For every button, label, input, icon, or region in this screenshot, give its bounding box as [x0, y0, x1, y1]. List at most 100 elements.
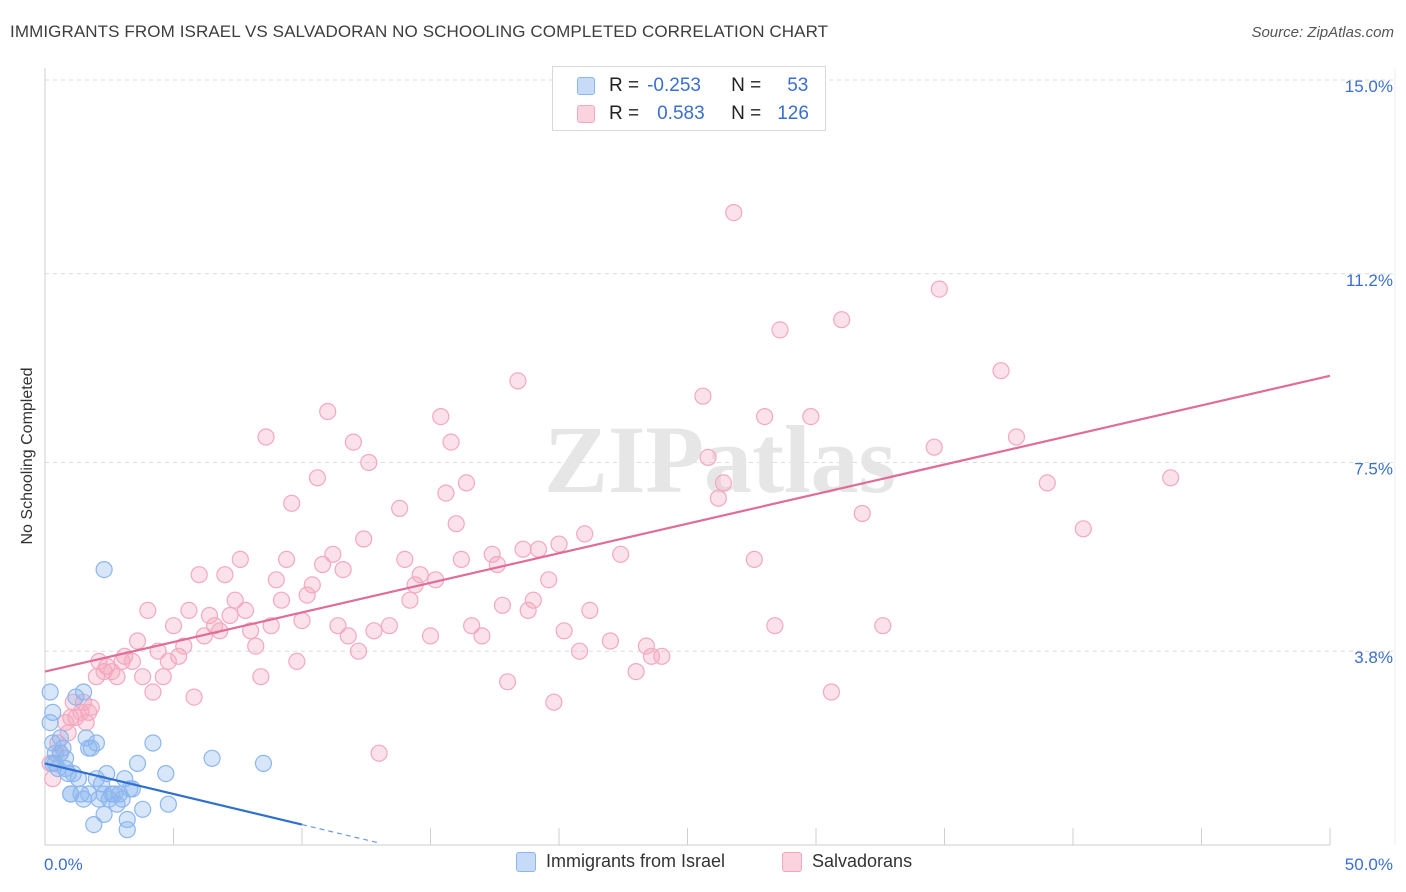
salvadorans-point [930, 280, 948, 298]
salvadorans-point [159, 652, 177, 671]
salvadorans-point [298, 586, 316, 604]
salvadorans-point [236, 601, 255, 620]
legend-row-salvadorans: R = 0.583 N = 126 [577, 102, 809, 126]
salvadorans-point [925, 438, 943, 456]
israel-point [41, 683, 59, 701]
salvadorans-point [411, 566, 429, 584]
salvadorans-point [1038, 474, 1056, 492]
salvadorans-point [745, 550, 763, 569]
salvadorans-point [699, 448, 717, 466]
legend-n-label: N = [731, 103, 762, 124]
chart-source: Source: ZipAtlas.com [1251, 24, 1394, 41]
salvadorans-point [755, 408, 774, 426]
legend-label-israel: Immigrants from Israel [546, 851, 726, 871]
salvadorans-point [545, 693, 563, 711]
salvadorans-point [457, 474, 476, 492]
salvadorans-point [283, 494, 301, 512]
legend-swatch-israel [577, 77, 595, 95]
legend-swatch-salvadorans [577, 105, 595, 123]
salvadorans-point [206, 617, 224, 635]
legend-item-salvadorans: Salvadorans [782, 851, 912, 872]
salvadorans-point [473, 627, 491, 645]
israel-point [77, 729, 95, 747]
x-tick-label: 50.0% [1345, 855, 1393, 874]
salvadorans-point [771, 321, 789, 339]
salvadorans-point [725, 204, 743, 222]
salvadorans-point [139, 601, 157, 620]
salvadorans-point [247, 637, 265, 655]
israel-point [74, 683, 93, 701]
salvadorans-point [134, 668, 152, 686]
stats-legend: R = -0.253 N = 53 R = 0.583 N = 126 [552, 66, 826, 131]
salvadorans-point [221, 606, 239, 625]
salvadorans-point [396, 550, 414, 569]
legend-row-israel: R = -0.253 N = 53 [577, 74, 808, 98]
israel-trend-line [44, 762, 303, 826]
salvadorans-point [175, 637, 193, 655]
israel-point [108, 795, 126, 813]
israel-point [87, 734, 106, 752]
israel-point [159, 795, 177, 813]
salvadorans-point [833, 311, 851, 329]
salvadorans-point [324, 545, 342, 563]
trend-lines [44, 374, 1331, 844]
salvadorans-point [529, 540, 548, 558]
series-legend: Immigrants from Israel Salvadorans [0, 851, 1406, 877]
series-salvadorans [41, 204, 1180, 788]
salvadorans-point [370, 744, 388, 762]
israel-point [54, 739, 72, 757]
salvadorans-point [637, 637, 655, 655]
salvadorans-point [509, 372, 527, 390]
salvadorans-point [190, 566, 208, 584]
salvadorans-point [293, 611, 311, 630]
salvadorans-point [822, 683, 841, 701]
legend-r-label: R = [609, 75, 640, 96]
salvadorans-point [452, 550, 470, 569]
israel-point [118, 821, 136, 839]
salvadorans-trend-line [44, 374, 1331, 673]
y-tick-label: 11.2% [1346, 271, 1393, 290]
salvadorans-point [540, 571, 558, 589]
legend-n-value-salvadorans: 126 [777, 103, 809, 124]
salvadorans-point [581, 601, 599, 620]
salvadorans-point [709, 489, 727, 507]
salvadorans-point [463, 617, 481, 635]
salvadorans-point [77, 713, 95, 732]
salvadorans-point [437, 484, 455, 502]
x-tick-labels: 0.0% 50.0% [44, 855, 1393, 874]
salvadorans-point [231, 550, 249, 569]
salvadorans-point [200, 606, 219, 625]
salvadorans-point [344, 433, 362, 451]
legend-r-label: R = [609, 103, 640, 124]
watermark: ZIPatlas [544, 406, 896, 513]
salvadorans-point [334, 560, 352, 579]
legend-n-label: N = [731, 75, 762, 96]
salvadorans-point [123, 652, 141, 671]
salvadorans-point [483, 545, 501, 563]
salvadorans-point [694, 387, 712, 405]
salvadorans-point [170, 647, 188, 665]
salvadorans-point [365, 622, 383, 640]
y-tick-labels: 3.8% 7.5% 11.2% 15.0% [1345, 77, 1393, 667]
salvadorans-point [288, 652, 306, 671]
salvadorans-point [252, 668, 270, 686]
legend-r-value-israel: -0.253 [647, 75, 701, 96]
salvadorans-point [319, 402, 337, 421]
salvadorans-point [391, 499, 409, 517]
salvadorans-point [653, 647, 671, 665]
salvadorans-point [447, 515, 465, 533]
salvadorans-point [216, 566, 234, 584]
salvadorans-point [242, 622, 260, 640]
israel-point [95, 805, 113, 824]
salvadorans-point [514, 540, 532, 558]
israel-point [62, 785, 80, 803]
salvadorans-point [380, 617, 398, 635]
israel-point [254, 754, 273, 773]
israel-point [44, 703, 62, 722]
legend-label-salvadorans: Salvadorans [812, 851, 913, 871]
salvadorans-point [627, 662, 645, 681]
salvadorans-point [180, 601, 198, 620]
israel-point [41, 713, 59, 732]
israel-point [144, 734, 162, 752]
salvadorans-point [766, 617, 784, 635]
